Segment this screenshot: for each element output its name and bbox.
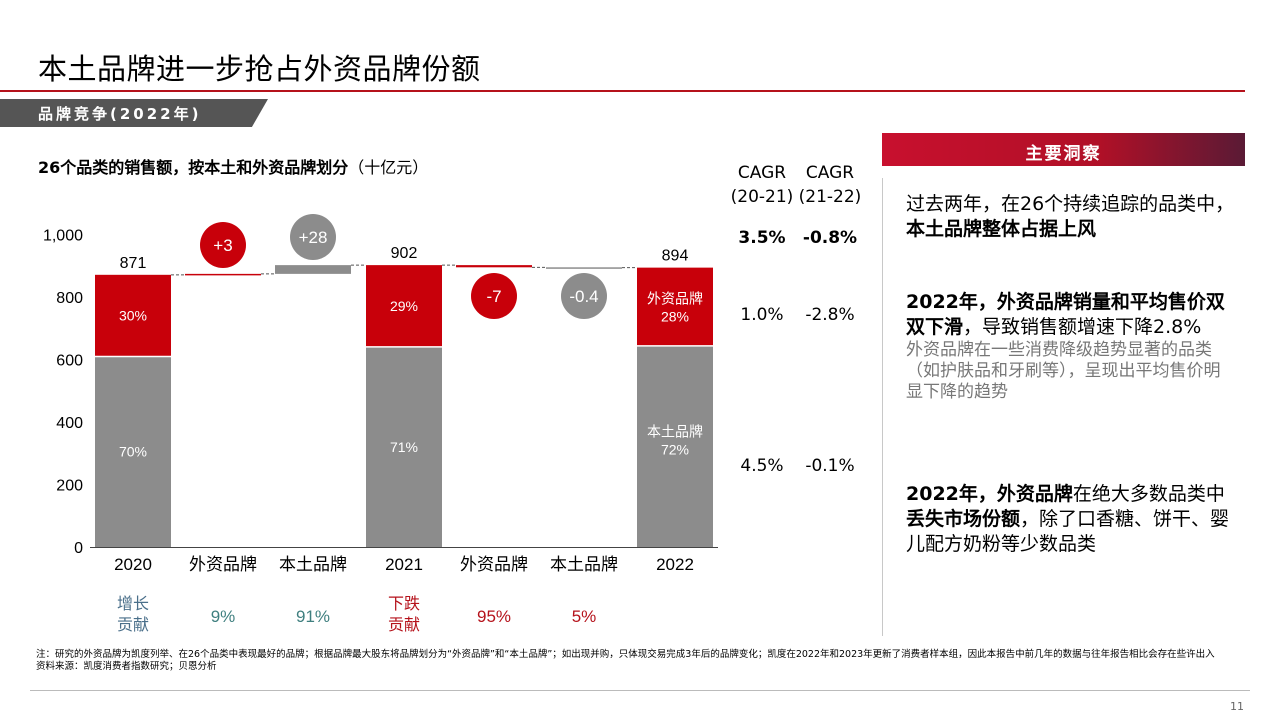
bar-foreign-2020	[95, 274, 171, 357]
cagr-total-2022: -0.8%	[802, 228, 858, 248]
x-tick-label: 外资品牌	[460, 555, 528, 574]
change-bubble	[290, 214, 336, 260]
insight-3: 2022年，外资品牌在绝大多数品类中丢失市场份额，除了口香糖、饼干、婴儿配方奶粉…	[906, 482, 1236, 557]
bar-foreign-2021	[366, 265, 442, 347]
bar-foreign-2022	[637, 267, 713, 346]
x-tick-label: 2020	[114, 555, 152, 574]
bar-domestic-2021	[366, 346, 442, 547]
total-value-label: 894	[662, 248, 689, 265]
footnote-note: 注：研究的外资品牌为凯度列举、在26个品类中表现最好的品牌；根据品牌最大股东将品…	[36, 649, 1215, 660]
foreign-share-label: 28%	[661, 309, 689, 325]
insight-3-mid: 在绝大多数品类中	[1072, 483, 1225, 505]
chart-title-main: 26个品类的销售额，按本土和外资品牌划分	[38, 158, 349, 177]
change-bubble	[471, 273, 517, 319]
footnote-source: 资料来源：凯度消费者指数研究；贝恩分析	[36, 661, 217, 672]
insights-header: 主要洞察	[882, 133, 1245, 166]
change-value-label: +28	[299, 228, 328, 247]
y-tick-label: 200	[56, 478, 83, 495]
domestic-share-label: 72%	[661, 441, 689, 457]
decline-contribution-label: 下跌	[388, 595, 420, 613]
change-value-label: -7	[486, 287, 501, 306]
foreign-series-label: 外资品牌	[647, 291, 703, 307]
total-value-label: 902	[391, 245, 418, 262]
cagr-header-2-line2: (21-22)	[798, 187, 862, 207]
title-divider	[0, 90, 1245, 92]
growth-contribution-label: 增长	[117, 595, 149, 613]
y-tick-label: 0	[74, 540, 83, 557]
section-tag: 品牌竞争(2022年)	[0, 99, 268, 127]
y-tick-label: 1,000	[43, 228, 83, 245]
change-bubble	[200, 222, 246, 268]
y-tick-label: 800	[56, 290, 83, 307]
insight-2: 2022年，外资品牌销量和平均售价双双下滑，导致销售额增速下降2.8% 外资品牌…	[906, 290, 1236, 403]
cagr-header-2-line1: CAGR	[805, 163, 855, 183]
bar-domestic-2020	[95, 356, 171, 547]
bar-change-domestic	[546, 267, 622, 269]
foreign-share-label: 29%	[390, 298, 418, 314]
bar-domestic-2022	[637, 345, 713, 547]
cagr-header-1-line2: (20-21)	[730, 187, 794, 207]
footnote: 注：研究的外资品牌为凯度列举、在26个品类中表现最好的品牌；根据品牌最大股东将品…	[36, 649, 1251, 673]
cagr-header-1-line1: CAGR	[737, 163, 787, 183]
decline-contribution-value: 5%	[572, 607, 597, 626]
cagr-foreign-2021: 1.0%	[740, 305, 784, 325]
decline-contribution-value: 95%	[477, 607, 511, 626]
page-title: 本土品牌进一步抢占外资品牌份额	[38, 52, 481, 86]
x-tick-label: 本土品牌	[279, 555, 347, 574]
insight-3-bold-1: 2022年，外资品牌	[906, 483, 1073, 505]
cagr-header-1: CAGR (20-21)	[727, 163, 797, 207]
growth-contribution-value: 91%	[296, 607, 330, 626]
insight-2-text: ，导致销售额增速下降2.8%	[963, 316, 1202, 338]
cagr-total-2021: 3.5%	[738, 228, 786, 248]
insight-3-text: ，除了口香糖、饼干、婴儿配方奶粉等少数品类	[906, 508, 1230, 555]
bar-change-foreign	[456, 265, 532, 268]
change-value-label: +3	[213, 236, 232, 255]
x-tick-label: 外资品牌	[189, 555, 257, 574]
cagr-domestic-2022: -0.1%	[805, 456, 855, 476]
decline-contribution-label: 贡献	[388, 616, 420, 634]
y-tick-label: 600	[56, 353, 83, 370]
cagr-foreign-2022: -2.8%	[805, 305, 855, 325]
domestic-share-label: 70%	[119, 444, 147, 460]
domestic-series-label: 本土品牌	[647, 423, 703, 439]
change-value-label: -0.4	[569, 287, 598, 306]
insight-2-sub: 外资品牌在一些消费降级趋势显著的品类（如护肤品和牙刷等），呈现出平均售价明显下降…	[906, 340, 1221, 402]
cagr-header-2: CAGR (21-22)	[795, 163, 865, 207]
insight-3-bold-2: 丢失市场份额	[906, 508, 1021, 530]
growth-contribution-value: 9%	[211, 607, 236, 626]
insight-2-bold: 2022年，外资品牌销量和平均售价双双下滑	[906, 291, 1225, 338]
insight-1-text: 过去两年，在26个持续追踪的品类中，	[906, 193, 1235, 215]
total-value-label: 871	[120, 255, 147, 272]
insight-1: 过去两年，在26个持续追踪的品类中， 本土品牌整体占据上风	[906, 192, 1236, 242]
chart-title: 26个品类的销售额，按本土和外资品牌划分（十亿元）	[38, 154, 428, 178]
chart-title-unit: （十亿元）	[348, 158, 429, 177]
insights-divider	[882, 178, 883, 636]
change-bubble	[561, 273, 607, 319]
footer-divider	[30, 690, 1250, 691]
x-tick-label: 2021	[385, 555, 423, 574]
insight-1-bold: 本土品牌整体占据上风	[906, 218, 1097, 240]
y-tick-label: 400	[56, 415, 83, 432]
bar-change-domestic	[275, 265, 351, 274]
foreign-share-label: 30%	[119, 308, 147, 324]
growth-contribution-label: 贡献	[117, 616, 149, 634]
x-tick-label: 本土品牌	[550, 555, 618, 574]
cagr-domestic-2021: 4.5%	[740, 456, 784, 476]
page-number: 11	[1230, 700, 1244, 713]
bar-change-foreign	[185, 273, 261, 276]
x-tick-label: 2022	[656, 555, 694, 574]
domestic-share-label: 71%	[390, 439, 418, 455]
